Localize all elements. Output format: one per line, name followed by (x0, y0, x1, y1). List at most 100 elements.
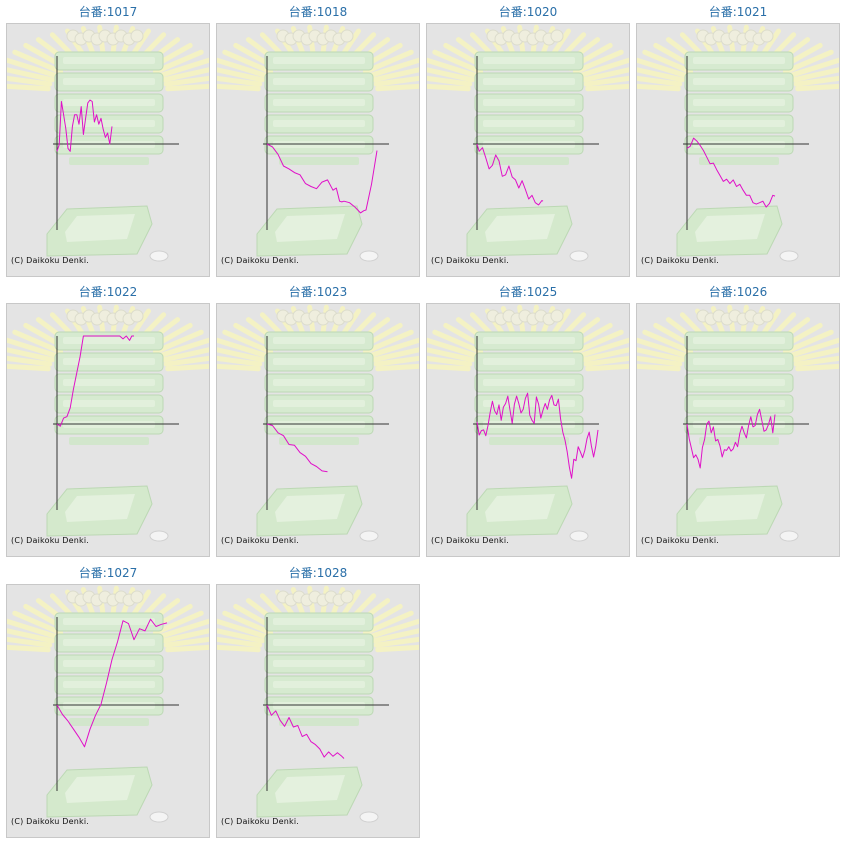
sunburst-ray (432, 49, 484, 75)
plot-area (683, 56, 809, 230)
machine-graph-cell: 台番:1027 (C) Daikoku Denki. (6, 561, 210, 839)
sunburst-ray (222, 610, 274, 636)
background-illustration (217, 24, 419, 262)
sunburst-ray (163, 636, 209, 648)
graph-frame: (C) Daikoku Denki. (6, 303, 210, 557)
tray-base (69, 157, 149, 165)
background-illustration (7, 304, 209, 542)
tray-highlight (693, 99, 785, 106)
sunburst-ray (585, 83, 629, 92)
ball-shape (340, 309, 354, 323)
balance-series-line (476, 143, 544, 206)
tray-highlight (63, 337, 155, 344)
sunburst-ray (637, 57, 689, 79)
balance-series-line (686, 408, 776, 469)
machine-number-label[interactable]: 台番:1025 (498, 285, 558, 299)
tray-highlight (483, 358, 575, 365)
sunburst-ray (581, 347, 629, 363)
machine-graph-cell: 台番:1022 (C) Daikoku Denki. (6, 280, 210, 558)
background-illustration (217, 585, 419, 823)
tray-base (69, 718, 149, 726)
tray-base (699, 157, 779, 165)
machine-number-label[interactable]: 台番:1021 (708, 5, 768, 19)
plot-area (53, 617, 179, 791)
single-tray-inner (65, 775, 135, 803)
tray-highlight (63, 99, 155, 106)
ball-shape (760, 29, 774, 43)
sunburst-ray (427, 57, 479, 79)
tray-highlight (273, 358, 365, 365)
sunburst-ray (217, 363, 261, 372)
machine-number-label[interactable]: 台番:1022 (78, 285, 138, 299)
background-illustration (637, 304, 839, 542)
sunburst-ray (427, 83, 471, 92)
tray-highlight (273, 639, 365, 646)
plot-area (473, 56, 599, 230)
sunburst-ray (585, 363, 629, 372)
machine-number-label[interactable]: 台番:1020 (498, 5, 558, 19)
single-tray-inner (485, 214, 555, 242)
sunburst-ray (787, 57, 839, 79)
copyright-label: (C) Daikoku Denki. (641, 536, 720, 545)
copyright-label: (C) Daikoku Denki. (11, 256, 90, 265)
sunburst-ray (163, 355, 209, 367)
sunburst-ray (157, 618, 209, 640)
machine-number-label[interactable]: 台番:1027 (78, 566, 138, 580)
sunburst-ray (427, 75, 473, 87)
balance-series-line (266, 423, 328, 473)
sunburst-ray (217, 337, 269, 359)
tray-base (279, 718, 359, 726)
sunburst-ray (642, 329, 694, 355)
tray-highlight (483, 99, 575, 106)
balance-series-line (476, 392, 599, 479)
tray-highlight (273, 379, 365, 386)
sunburst-ray (7, 57, 59, 79)
sunburst-ray (367, 337, 419, 359)
machine-number-label[interactable]: 台番:1018 (288, 5, 348, 19)
machine-graph-cell: 台番:1023 (C) Daikoku Denki. (216, 280, 420, 558)
machine-number-label[interactable]: 台番:1023 (288, 285, 348, 299)
tray-highlight (63, 358, 155, 365)
sunburst-ray (375, 363, 419, 372)
balance-series-line (56, 618, 168, 748)
tray-base (69, 437, 149, 445)
tray-highlight (693, 78, 785, 85)
tray-highlight (273, 57, 365, 64)
sunburst-ray (637, 355, 683, 367)
sunburst-ray (427, 337, 479, 359)
coin-shape (359, 811, 379, 823)
sunburst-ray (427, 347, 475, 363)
plot-area (263, 336, 389, 510)
single-tray-inner (695, 214, 765, 242)
sunburst-ray (217, 628, 265, 644)
sunburst-ray (217, 83, 261, 92)
tray-highlight (693, 120, 785, 127)
sunburst-ray (217, 644, 261, 653)
ball-shape (130, 590, 144, 604)
sunburst-ray (165, 83, 209, 92)
tray-highlight (63, 618, 155, 625)
tray-highlight (273, 120, 365, 127)
sunburst-ray (222, 329, 274, 355)
tray-highlight (483, 120, 575, 127)
tray-base (489, 437, 569, 445)
machine-number-label[interactable]: 台番:1026 (708, 285, 768, 299)
sunburst-ray (157, 57, 209, 79)
coin-shape (569, 250, 589, 262)
machine-number-label[interactable]: 台番:1028 (288, 566, 348, 580)
sunburst-ray (581, 67, 629, 83)
plot-area (53, 335, 179, 510)
coin-shape (779, 530, 799, 542)
tray-highlight (483, 78, 575, 85)
coin-shape (359, 250, 379, 262)
sunburst-ray (217, 347, 265, 363)
sunburst-ray (795, 363, 839, 372)
single-tray-inner (485, 494, 555, 522)
sunburst-ray (637, 67, 685, 83)
sunburst-ray (371, 67, 419, 83)
sunburst-ray (427, 67, 475, 83)
tray-base (279, 157, 359, 165)
machine-number-label[interactable]: 台番:1017 (78, 5, 138, 19)
sunburst-ray (583, 75, 629, 87)
ball-shape (130, 309, 144, 323)
